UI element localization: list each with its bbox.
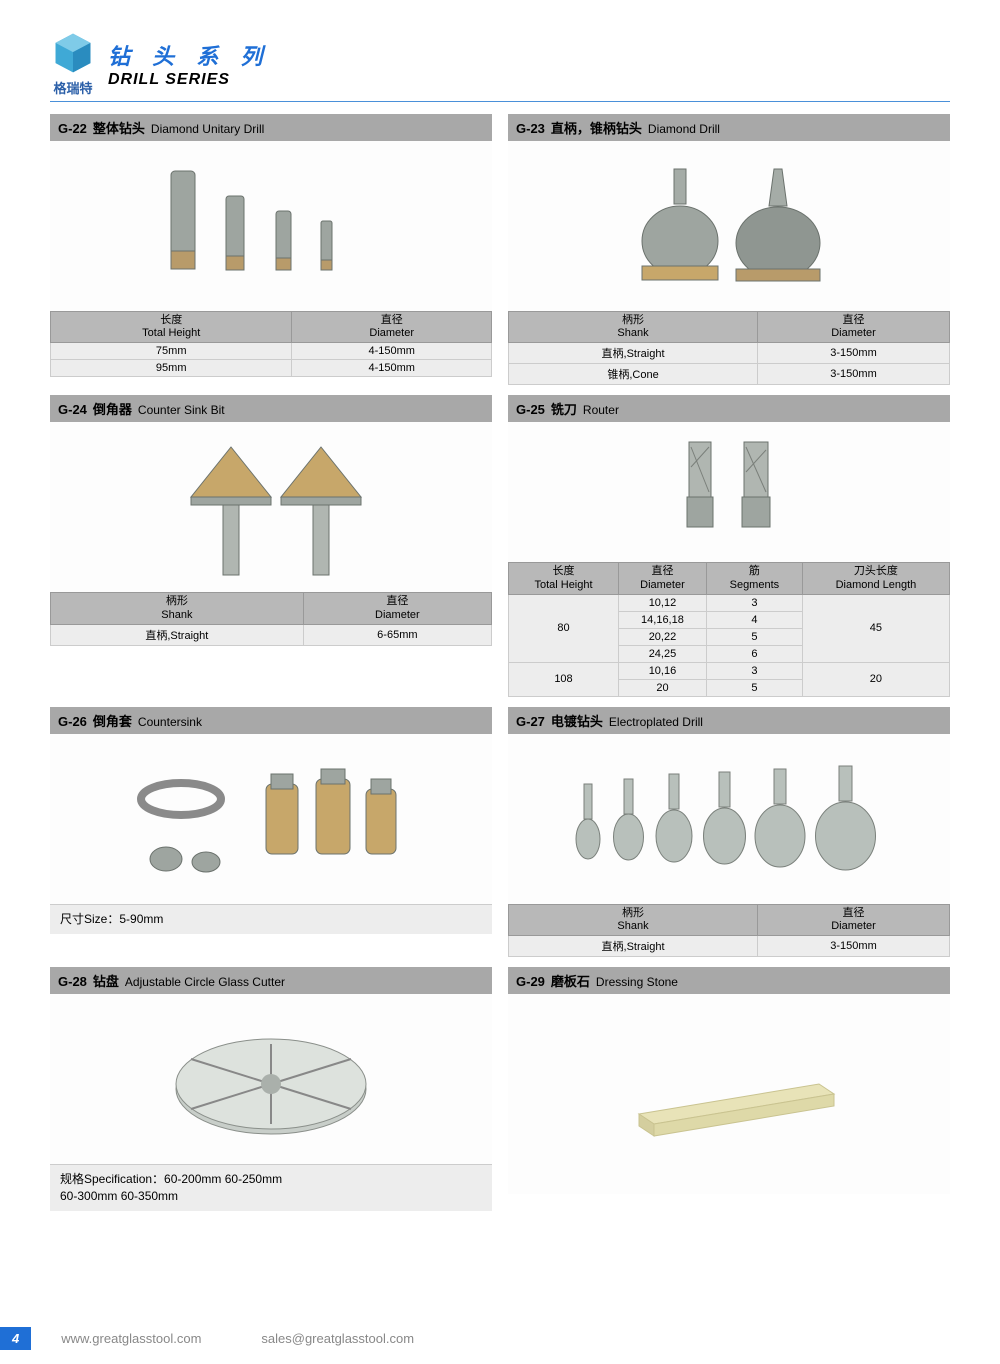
product-grid: G-22 整体钻头 Diamond Unitary Drill 长度Total … xyxy=(50,114,950,1211)
page-footer: 4 www.greatglasstool.com sales@greatglas… xyxy=(0,1327,1000,1350)
spec-table: 柄形Shank 直径Diameter 直柄,Straight6-65mm xyxy=(50,592,492,645)
title-en: DRILL SERIES xyxy=(108,71,270,89)
spec-text: 尺寸Size：5-90mm xyxy=(50,904,492,934)
product-g29: G-29 磨板石 Dressing Stone xyxy=(508,967,950,1211)
footer-url: www.greatglasstool.com xyxy=(61,1331,201,1346)
product-g24: G-24 倒角器 Counter Sink Bit 柄形Shank 直径Diam… xyxy=(50,395,492,696)
product-code: G-22 xyxy=(58,121,87,136)
th: 直径Diameter xyxy=(292,312,492,343)
product-g23: G-23 直柄，锥柄钻头 Diamond Drill 柄形Shank 直径Dia… xyxy=(508,114,950,385)
product-g26: G-26 倒角套 Countersink 尺寸Size：5-90mm xyxy=(50,707,492,957)
product-header: G-29 磨板石 Dressing Stone xyxy=(508,967,950,994)
spec-table: 柄形Shank 直径Diameter 直柄,Straight3-150mm 锥柄… xyxy=(508,311,950,385)
product-image xyxy=(50,141,492,311)
product-image xyxy=(50,994,492,1164)
product-header: G-22 整体钻头 Diamond Unitary Drill xyxy=(50,114,492,141)
product-code: G-23 xyxy=(516,121,545,136)
product-g22: G-22 整体钻头 Diamond Unitary Drill 长度Total … xyxy=(50,114,492,385)
product-header: G-25 铣刀 Router xyxy=(508,395,950,422)
product-header: G-23 直柄，锥柄钻头 Diamond Drill xyxy=(508,114,950,141)
spec-text: 规格Specification：60-200mm 60-250mm 60-300… xyxy=(50,1164,492,1211)
page-number: 4 xyxy=(0,1327,31,1350)
brand-name: 格瑞特 xyxy=(50,78,96,97)
product-g28: G-28 钻盘 Adjustable Circle Glass Cutter 规 xyxy=(50,967,492,1211)
product-name-cn: 整体钻头 xyxy=(93,118,145,137)
footer-email: sales@greatglasstool.com xyxy=(261,1331,414,1346)
spec-table: 长度Total Height 直径Diameter 75mm4-150mm 95… xyxy=(50,311,492,377)
title-cn: 钻 头 系 列 xyxy=(108,39,270,71)
product-image xyxy=(508,422,950,562)
header-title: 钻 头 系 列 DRILL SERIES xyxy=(108,39,270,89)
product-header: G-27 电镀钻头 Electroplated Drill xyxy=(508,707,950,734)
th: 长度Total Height xyxy=(51,312,292,343)
spec-table: 柄形Shank 直径Diameter 直柄,Straight3-150mm xyxy=(508,904,950,957)
product-image xyxy=(508,141,950,311)
product-image xyxy=(50,422,492,592)
product-header: G-26 倒角套 Countersink xyxy=(50,707,492,734)
product-g25: G-25 铣刀 Router 长度Total Height 直径Dia xyxy=(508,395,950,696)
product-image xyxy=(50,734,492,904)
product-name-en: Diamond Unitary Drill xyxy=(151,122,264,136)
spec-table: 长度Total Height 直径Diameter 筋Segments 刀头长度… xyxy=(508,562,950,696)
product-header: G-28 钻盘 Adjustable Circle Glass Cutter xyxy=(50,967,492,994)
product-name-en: Diamond Drill xyxy=(648,122,720,136)
product-image xyxy=(508,994,950,1194)
product-name-cn: 直柄，锥柄钻头 xyxy=(551,118,642,137)
product-g27: G-27 电镀钻头 Electroplated Drill xyxy=(508,707,950,957)
product-header: G-24 倒角器 Counter Sink Bit xyxy=(50,395,492,422)
page-header: 格瑞特 钻 头 系 列 DRILL SERIES xyxy=(50,30,950,102)
logo-block: 格瑞特 xyxy=(50,30,96,97)
product-image xyxy=(508,734,950,904)
logo-icon xyxy=(50,30,96,76)
